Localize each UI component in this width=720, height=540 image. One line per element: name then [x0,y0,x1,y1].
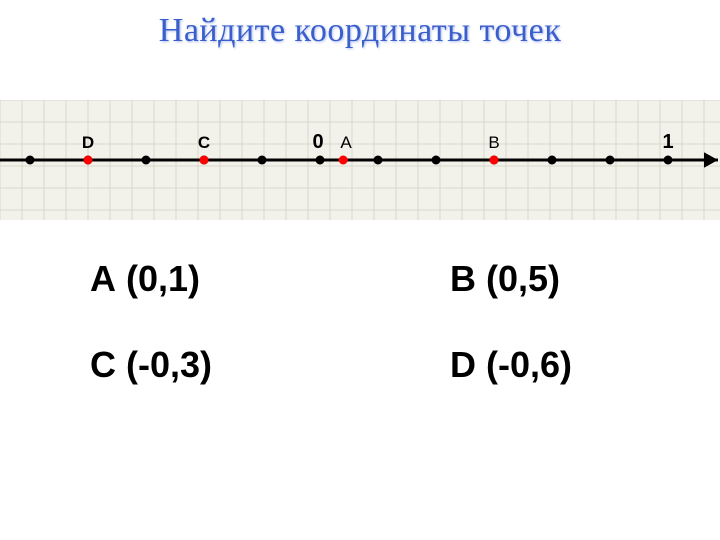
answer-C: С (-0,3) [90,344,290,386]
answers-block: А (0,1) В (0,5) С (-0,3) D (-0,6) [90,258,650,430]
svg-text:D: D [82,133,94,152]
svg-text:A: A [340,133,352,152]
svg-text:0: 0 [312,131,323,153]
svg-text:B: B [488,133,499,152]
answers-row-2: С (-0,3) D (-0,6) [90,344,650,386]
svg-text:1: 1 [662,131,673,153]
page-title: Найдите координаты точек [0,0,720,50]
number-line-container: D C 0A B 1 [0,100,720,220]
number-line-svg: D C 0A B 1 [0,100,720,220]
answer-D: D (-0,6) [450,344,650,386]
svg-text:C: C [198,133,210,152]
answer-A: А (0,1) [90,258,290,300]
answer-B: В (0,5) [450,258,650,300]
answers-row-1: А (0,1) В (0,5) [90,258,650,300]
